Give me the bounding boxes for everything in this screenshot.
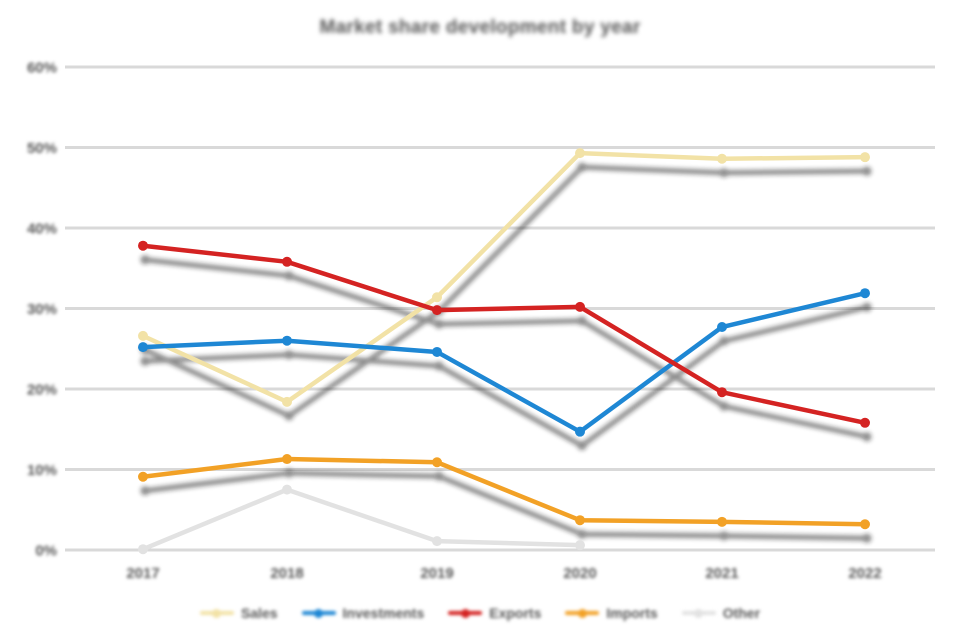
legend-swatch-icon [301, 608, 336, 618]
series-marker-other [282, 484, 292, 495]
legend-item-exports: Exports [448, 605, 541, 621]
legend-swatch-icon [199, 608, 234, 618]
x-tick-label: 2017 [126, 565, 159, 582]
legend-item-imports: Imports [565, 605, 658, 621]
series-marker-exports [282, 256, 292, 267]
chart-legend: Sales Investments Exports Imports Other [0, 598, 960, 628]
series-marker-investments [432, 346, 442, 357]
series-marker-exports [575, 301, 585, 312]
series-line-imports [140, 456, 868, 527]
series-marker-exports [860, 417, 870, 428]
legend-label: Imports [606, 605, 658, 621]
shadow-marker [577, 162, 587, 172]
series-marker-imports [717, 516, 727, 527]
shadow-marker [719, 401, 729, 411]
shadow-marker [434, 471, 444, 481]
series-marker-investments [860, 288, 870, 299]
y-tick-label: 40% [27, 221, 57, 238]
shadow-marker [284, 468, 294, 478]
x-tick-label: 2022 [848, 565, 881, 582]
y-tick-label: 30% [27, 301, 57, 318]
series-marker-investments [717, 322, 727, 333]
shadow-marker [434, 361, 444, 371]
series-marker-sales [575, 148, 585, 159]
series-shadow-sales [142, 164, 870, 419]
legend-item-other: Other [681, 605, 761, 621]
y-axis-tick-labels: 60% 50% 40% 30% 20% 10% 0% [27, 60, 57, 560]
series-marker-other [432, 536, 442, 547]
series-line-exports [140, 243, 868, 426]
shadow-marker [719, 531, 729, 541]
legend-swatch-icon [681, 608, 716, 618]
series-marker-sales [432, 292, 442, 303]
series-shadow-investments [142, 304, 870, 449]
shadow-marker [577, 441, 587, 451]
chart-title: Market share development by year [319, 17, 641, 38]
legend-swatch-icon [448, 608, 483, 618]
shadow-marker [862, 533, 872, 543]
series-marker-sales [717, 153, 727, 164]
series-marker-investments [138, 342, 148, 353]
series-lines [138, 148, 870, 555]
shadow-marker [862, 302, 872, 312]
legend-label: Sales [240, 605, 278, 621]
shadow-marker [577, 529, 587, 539]
shadow-marker [719, 168, 729, 178]
legend-label: Exports [489, 605, 542, 621]
y-tick-label: 20% [27, 382, 57, 399]
series-marker-sales [860, 152, 870, 163]
series-marker-other [575, 540, 585, 551]
x-tick-label: 2020 [563, 565, 596, 582]
series-line-investments [140, 290, 868, 434]
legend-swatch-icon [565, 608, 600, 618]
series-marker-investments [575, 426, 585, 437]
legend-item-investments: Investments [301, 605, 425, 621]
series-marker-imports [282, 454, 292, 465]
series-marker-imports [432, 457, 442, 468]
shadow-marker [862, 166, 872, 176]
legend-label: Investments [342, 605, 425, 621]
series-line-sales [140, 150, 868, 405]
shadow-marker [284, 411, 294, 421]
series-marker-imports [138, 471, 148, 482]
series-marker-sales [138, 330, 148, 341]
series-marker-exports [138, 240, 148, 251]
shadow-marker [284, 350, 294, 360]
y-tick-label: 50% [27, 140, 57, 157]
series-marker-imports [575, 515, 585, 526]
x-tick-label: 2021 [705, 565, 738, 582]
line-shadows [140, 162, 872, 543]
shadow-marker [434, 319, 444, 329]
legend-item-sales: Sales [199, 605, 278, 621]
shadow-marker [140, 486, 150, 496]
series-shadow-imports [142, 470, 870, 541]
series-marker-imports [860, 519, 870, 530]
series-line-other [140, 487, 583, 552]
series-marker-exports [432, 305, 442, 316]
shadow-marker [719, 336, 729, 346]
shadow-marker [577, 316, 587, 326]
y-tick-label: 10% [27, 462, 57, 479]
series-marker-sales [282, 396, 292, 407]
shadow-marker [862, 432, 872, 442]
x-axis-tick-labels: 2017 2018 2019 2020 2021 2022 [126, 565, 881, 582]
y-tick-label: 0% [35, 543, 57, 560]
shadow-marker [140, 356, 150, 366]
shadow-marker [284, 271, 294, 281]
x-tick-label: 2019 [420, 565, 453, 582]
y-tick-label: 60% [27, 60, 57, 77]
x-tick-label: 2018 [270, 565, 303, 582]
series-marker-other [138, 544, 148, 555]
series-marker-exports [717, 387, 727, 398]
series-shadow-exports [142, 257, 870, 440]
series-marker-investments [282, 335, 292, 346]
shadow-marker [140, 255, 150, 265]
legend-label: Other [722, 605, 761, 621]
